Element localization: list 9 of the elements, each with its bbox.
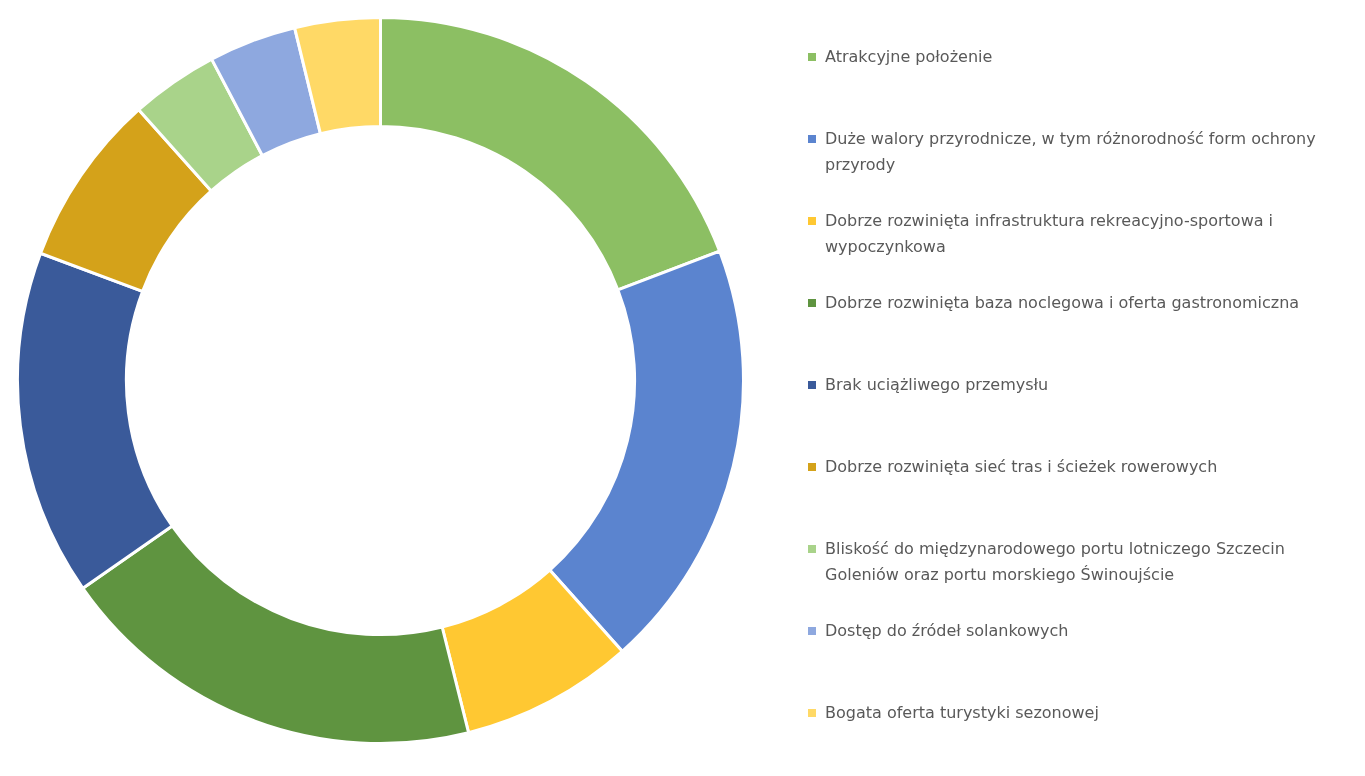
legend-label: Brak uciążliwego przemysłu bbox=[825, 374, 1049, 396]
legend-label: Atrakcyjne położenie bbox=[825, 46, 993, 68]
legend-label: Bogata oferta turystyki sezonowej bbox=[825, 702, 1099, 724]
legend-label: Dobrze rozwinięta baza noclegowa i oferta gastronomiczna bbox=[825, 292, 1300, 314]
legend-label: Bliskość do międzynarodowego portu lotniczego Szczecin Goleniów oraz portu morskiego Świnoujście bbox=[825, 538, 1286, 586]
legend-label: Dostęp do źródeł solankowych bbox=[825, 620, 1069, 642]
legend-label: Duże walory przyrodnicze, w tym różnorodność form ochrony przyrody bbox=[825, 128, 1317, 176]
legend-label: Dobrze rozwinięta infrastruktura rekreacyjno-sportowa i wypoczynkowa bbox=[825, 210, 1275, 258]
legend-label: Dobrze rozwinięta sieć tras i ścieżek rowerowych bbox=[825, 456, 1218, 478]
